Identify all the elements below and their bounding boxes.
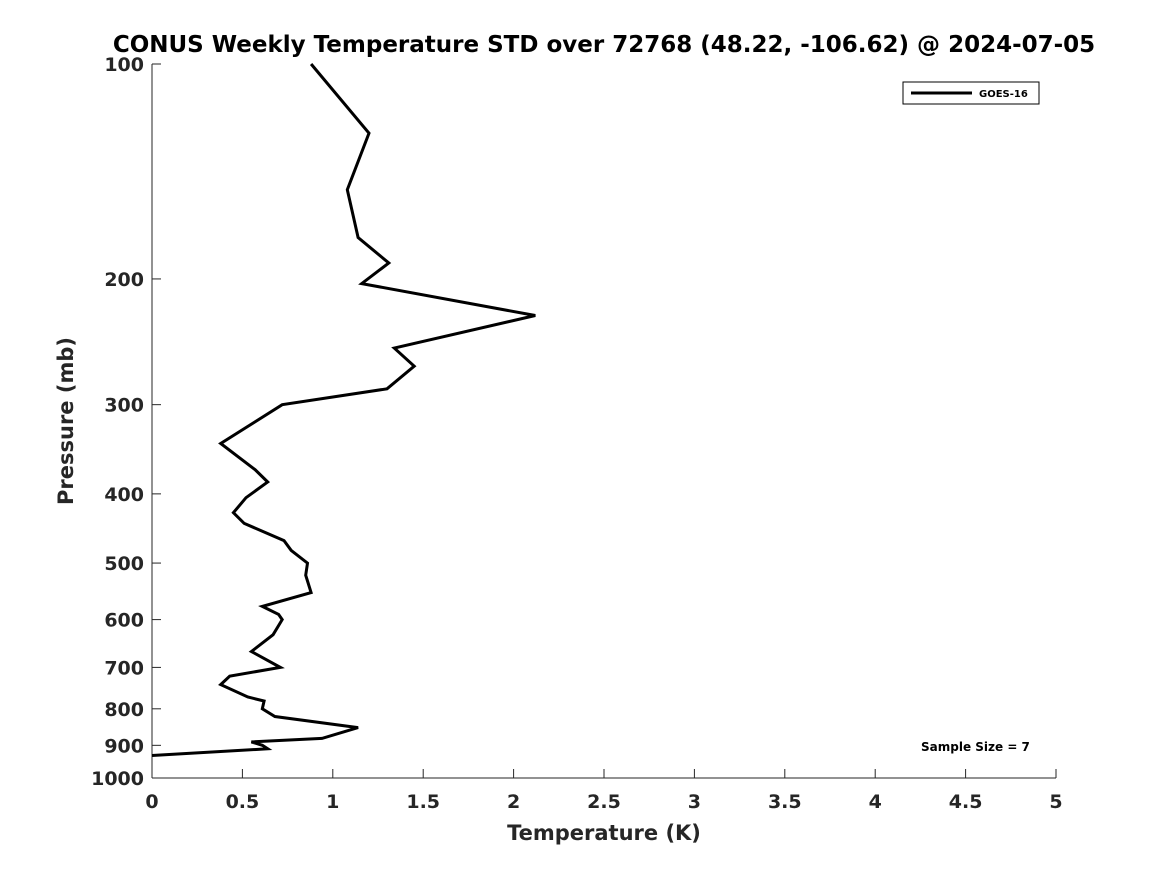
y-tick-label: 500 bbox=[104, 553, 144, 575]
y-tick-label: 700 bbox=[104, 657, 144, 679]
y-tick-label: 800 bbox=[104, 699, 144, 721]
x-tick-label: 1 bbox=[326, 791, 339, 813]
x-tick-label: 4 bbox=[869, 791, 882, 813]
x-tick-label: 3.5 bbox=[768, 791, 802, 813]
legend: GOES-16 bbox=[902, 81, 1040, 105]
y-tick-label: 900 bbox=[104, 735, 144, 757]
y-tick-label: 100 bbox=[104, 54, 144, 76]
plot-area: 0 0.5 1 1.5 2 2.5 3 3.5 4 4.5 5 100 200 300 400 500 600 7… bbox=[91, 54, 1063, 813]
x-tick-label: 2.5 bbox=[587, 791, 621, 813]
x-axis-label: Temperature (K) bbox=[507, 821, 701, 845]
y-tick-label: 200 bbox=[104, 269, 144, 291]
y-tick-label: 1000 bbox=[91, 768, 144, 790]
y-tick-label: 300 bbox=[104, 395, 144, 417]
x-tick-label: 3 bbox=[688, 791, 701, 813]
x-tick-label: 5 bbox=[1049, 791, 1062, 813]
series-line-goes-16 bbox=[151, 63, 536, 757]
y-tick-label: 400 bbox=[104, 484, 144, 506]
y-axis-label: Pressure (mb) bbox=[54, 337, 78, 505]
x-tick-label: 4.5 bbox=[949, 791, 983, 813]
chart-title: CONUS Weekly Temperature STD over 72768 … bbox=[113, 32, 1095, 58]
x-tick-label: 0 bbox=[145, 791, 158, 813]
legend-label: GOES-16 bbox=[979, 89, 1028, 100]
sample-size-annotation: Sample Size = 7 bbox=[921, 740, 1030, 754]
x-tick-label: 1.5 bbox=[406, 791, 440, 813]
x-tick-label: 0.5 bbox=[226, 791, 260, 813]
x-tick-label: 2 bbox=[507, 791, 520, 813]
y-tick-label: 600 bbox=[104, 610, 144, 632]
